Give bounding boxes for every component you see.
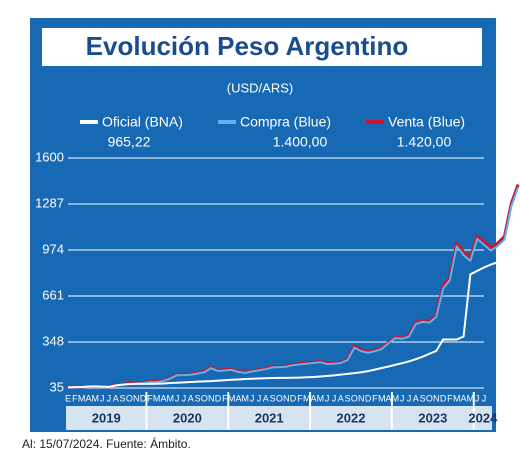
x-tick-label: F — [372, 393, 378, 403]
x-tick-label: A — [188, 393, 194, 403]
x-tick-label: A — [386, 393, 392, 403]
x-tick-label: A — [338, 393, 344, 403]
x-tick-label: A — [461, 393, 467, 403]
x-tick-label: D — [215, 393, 222, 403]
x-tick-label: D — [140, 393, 147, 403]
x-tick-label: M — [467, 393, 475, 403]
x-tick-label: J — [175, 393, 180, 403]
x-tick-label: O — [426, 393, 433, 403]
x-tick-label: F — [147, 393, 153, 403]
x-tick-label: D — [365, 393, 372, 403]
legend-label: Venta (Blue) — [388, 114, 465, 130]
panel — [30, 18, 496, 432]
y-tick-label: 35 — [50, 379, 64, 394]
x-tick-label: J — [482, 393, 487, 403]
year-label: 2021 — [255, 410, 284, 425]
x-tick-label: J — [325, 393, 330, 403]
x-tick-label: M — [303, 393, 311, 403]
x-tick-label: S — [195, 393, 201, 403]
year-label: 2024 — [468, 410, 498, 425]
x-tick-label: S — [420, 393, 426, 403]
x-tick-label: J — [107, 393, 112, 403]
x-tick-label: M — [92, 393, 100, 403]
x-tick-label: E — [65, 393, 71, 403]
x-tick-label: A — [160, 393, 166, 403]
x-tick-label: M — [78, 393, 86, 403]
x-tick-label: J — [332, 393, 337, 403]
x-tick-label: S — [270, 393, 276, 403]
x-tick-label: O — [126, 393, 133, 403]
year-band — [66, 406, 492, 430]
x-tick-label: S — [345, 393, 351, 403]
legend-label: Compra (Blue) — [240, 114, 331, 130]
x-tick-label: J — [182, 393, 187, 403]
title-band — [42, 28, 482, 66]
year-label: 2020 — [173, 410, 202, 425]
x-tick-label: J — [475, 393, 480, 403]
x-tick-label: O — [201, 393, 208, 403]
x-tick-label: O — [351, 393, 358, 403]
y-tick-label: 1287 — [35, 195, 64, 210]
x-tick-label: M — [392, 393, 400, 403]
x-tick-label: N — [283, 393, 290, 403]
x-tick-label: D — [440, 393, 447, 403]
year-label: 2022 — [337, 410, 366, 425]
x-tick-label: S — [120, 393, 126, 403]
x-tick-label: N — [208, 393, 215, 403]
x-tick-label: D — [290, 393, 297, 403]
x-tick-label: A — [113, 393, 119, 403]
x-tick-label: M — [453, 393, 461, 403]
x-tick-label: A — [85, 393, 91, 403]
subtitle: (USD/ARS) — [227, 80, 293, 95]
x-tick-label: A — [235, 393, 241, 403]
x-tick-label: J — [100, 393, 105, 403]
x-tick-label: F — [297, 393, 303, 403]
x-tick-label: M — [153, 393, 161, 403]
y-tick-label: 974 — [42, 241, 64, 256]
x-tick-label: F — [72, 393, 78, 403]
x-tick-label: A — [263, 393, 269, 403]
x-tick-label: J — [407, 393, 412, 403]
legend-label: Oficial (BNA) — [102, 114, 183, 130]
legend-value: 1.400,00 — [273, 134, 328, 150]
series-line — [67, 250, 519, 389]
year-label: 2019 — [92, 410, 121, 425]
x-tick-label: M — [378, 393, 386, 403]
x-tick-label: J — [400, 393, 405, 403]
x-tick-label: A — [413, 393, 419, 403]
x-tick-label: F — [222, 393, 228, 403]
x-tick-label: M — [242, 393, 250, 403]
x-tick-label: N — [133, 393, 140, 403]
x-tick-label: A — [311, 393, 317, 403]
x-tick-label: M — [167, 393, 175, 403]
x-tick-label: O — [276, 393, 283, 403]
footer: Al: 15/07/2024. Fuente: Ámbito. — [22, 436, 191, 451]
x-tick-label: N — [433, 393, 440, 403]
year-label: 2023 — [418, 410, 447, 425]
x-tick-label: J — [250, 393, 255, 403]
x-tick-label: N — [358, 393, 365, 403]
x-tick-label: F — [447, 393, 453, 403]
y-tick-label: 348 — [42, 333, 64, 348]
x-tick-label: J — [257, 393, 262, 403]
chart-title: Evolución Peso Argentino — [86, 31, 409, 61]
x-tick-label: M — [228, 393, 236, 403]
y-tick-label: 1600 — [35, 149, 64, 164]
legend-value: 965,22 — [108, 134, 151, 150]
y-tick-label: 661 — [42, 287, 64, 302]
x-tick-label: M — [317, 393, 325, 403]
legend-value: 1.420,00 — [397, 134, 452, 150]
